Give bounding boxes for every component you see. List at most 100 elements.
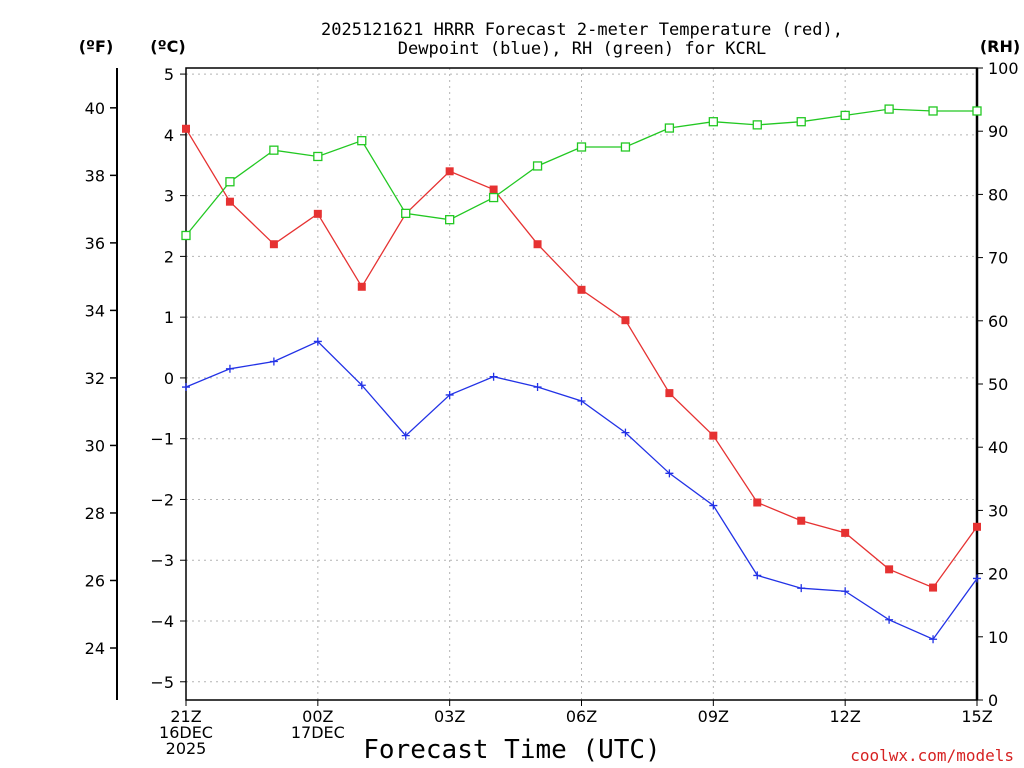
celsius-tick-label: 2: [164, 247, 174, 266]
temperature-point: [753, 498, 762, 507]
rh-point: [576, 142, 587, 152]
celsius-tick-label: 1: [164, 308, 174, 327]
dewpoint-point: [797, 584, 806, 593]
rh-point: [357, 136, 367, 146]
celsius-tick-label: 4: [164, 126, 174, 145]
fahrenheit-tick-label: 32: [85, 369, 105, 388]
fahrenheit-tick-label: 38: [85, 166, 105, 185]
dewpoint-point: [929, 635, 938, 644]
rh-point: [928, 106, 938, 116]
dewpoint-point: [357, 381, 366, 390]
temperature-point: [621, 316, 630, 325]
fahrenheit-tick-label: 34: [85, 301, 105, 320]
dewpoint-point: [577, 397, 586, 406]
rh-point: [181, 230, 191, 241]
rh-point: [269, 145, 279, 155]
fahrenheit-unit-label: (ºF): [79, 37, 114, 56]
rh-tick-label: 40: [988, 438, 1008, 457]
fahrenheit-tick-label: 26: [85, 571, 105, 590]
rh-point: [313, 151, 323, 162]
celsius-tick-label: −3: [150, 551, 174, 570]
x-tick-label: 15Z: [961, 707, 992, 726]
x-tick-label: 00Z: [302, 707, 333, 726]
rh-point: [620, 142, 631, 152]
rh-tick-label: 80: [988, 185, 1008, 204]
rh-point: [225, 177, 235, 187]
temperature-point: [445, 167, 454, 176]
dewpoint-point: [841, 587, 850, 596]
fahrenheit-tick-label: 40: [85, 99, 105, 118]
rh-point: [488, 192, 499, 203]
celsius-tick-label: 0: [164, 369, 174, 388]
dewpoint-point: [885, 615, 894, 624]
fahrenheit-tick-label: 28: [85, 504, 105, 523]
fahrenheit-tick-label: 30: [85, 436, 105, 455]
celsius-tick-label: −5: [150, 673, 174, 692]
temperature-point: [929, 583, 938, 592]
rh-point: [840, 110, 850, 121]
rh-point: [664, 123, 675, 133]
rh-tick-label: 50: [988, 375, 1008, 394]
x-tick-label: 03Z: [434, 707, 465, 726]
x-tick-label: 12Z: [830, 707, 861, 726]
rh-point: [532, 161, 543, 171]
rh-tick-label: 60: [988, 312, 1008, 331]
dewpoint-point: [753, 571, 762, 580]
rh-point: [884, 104, 894, 114]
chart-title-line-1: 2025121621 HRRR Forecast 2-meter Tempera…: [321, 20, 843, 40]
temperature-point: [709, 431, 718, 440]
celsius-tick-label: −1: [150, 430, 174, 449]
temperature-point: [577, 285, 586, 294]
x-tick-label: 2025: [166, 739, 207, 758]
x-tick-label: 06Z: [566, 707, 597, 726]
temperature-point: [533, 240, 542, 249]
x-tick-label: 09Z: [698, 707, 729, 726]
x-axis-title: Forecast Time (UTC): [363, 735, 660, 765]
celsius-unit-label: (ºC): [150, 37, 185, 56]
rh-tick-label: 0: [988, 691, 998, 710]
dewpoint-point: [621, 428, 630, 437]
rh-unit-label: (RH): [980, 37, 1020, 56]
rh-tick-label: 10: [988, 628, 1008, 647]
temperature-point: [797, 516, 806, 525]
dewpoint-point: [709, 501, 718, 510]
credit-text: coolwx.com/models: [850, 746, 1014, 765]
dewpoint-point: [533, 383, 542, 392]
rh-point: [401, 208, 411, 219]
dewpoint-point: [489, 372, 498, 381]
celsius-tick-label: 5: [164, 65, 174, 84]
x-tick-label: 16DEC: [159, 723, 213, 742]
rh-tick-label: 70: [988, 249, 1008, 268]
temperature-point: [313, 209, 322, 218]
temperature-point: [885, 565, 894, 574]
temperature-point: [182, 124, 190, 133]
series-layer: [181, 104, 982, 644]
temperature-point: [269, 240, 278, 249]
fahrenheit-tick-label: 36: [85, 234, 105, 253]
chart-title-line-2: Dewpoint (blue), RH (green) for KCRL: [398, 39, 766, 59]
dewpoint-point: [665, 469, 674, 478]
temperature-point: [489, 185, 498, 194]
rh-point: [752, 120, 762, 130]
dewpoint-point: [269, 357, 278, 366]
x-tick-label: 17DEC: [291, 723, 345, 742]
temperature-point: [973, 522, 981, 531]
rh-point: [445, 215, 455, 225]
celsius-tick-label: −2: [150, 490, 174, 509]
x-tick-label: 21Z: [170, 707, 201, 726]
rh-tick-label: 100: [988, 59, 1019, 78]
dewpoint-point: [182, 383, 190, 392]
rh-tick-label: 20: [988, 565, 1008, 584]
temperature-point: [225, 197, 234, 206]
dewpoint-point: [313, 337, 322, 346]
fahrenheit-tick-label: 24: [85, 639, 105, 658]
rh-tick-label: 90: [988, 122, 1008, 141]
dewpoint-point: [401, 431, 410, 440]
celsius-tick-label: −4: [150, 612, 174, 631]
rh-point: [708, 117, 718, 127]
celsius-tick-label: 3: [164, 187, 174, 206]
dewpoint-point: [445, 390, 454, 399]
rh-point: [796, 117, 806, 127]
temperature-point: [665, 389, 674, 398]
